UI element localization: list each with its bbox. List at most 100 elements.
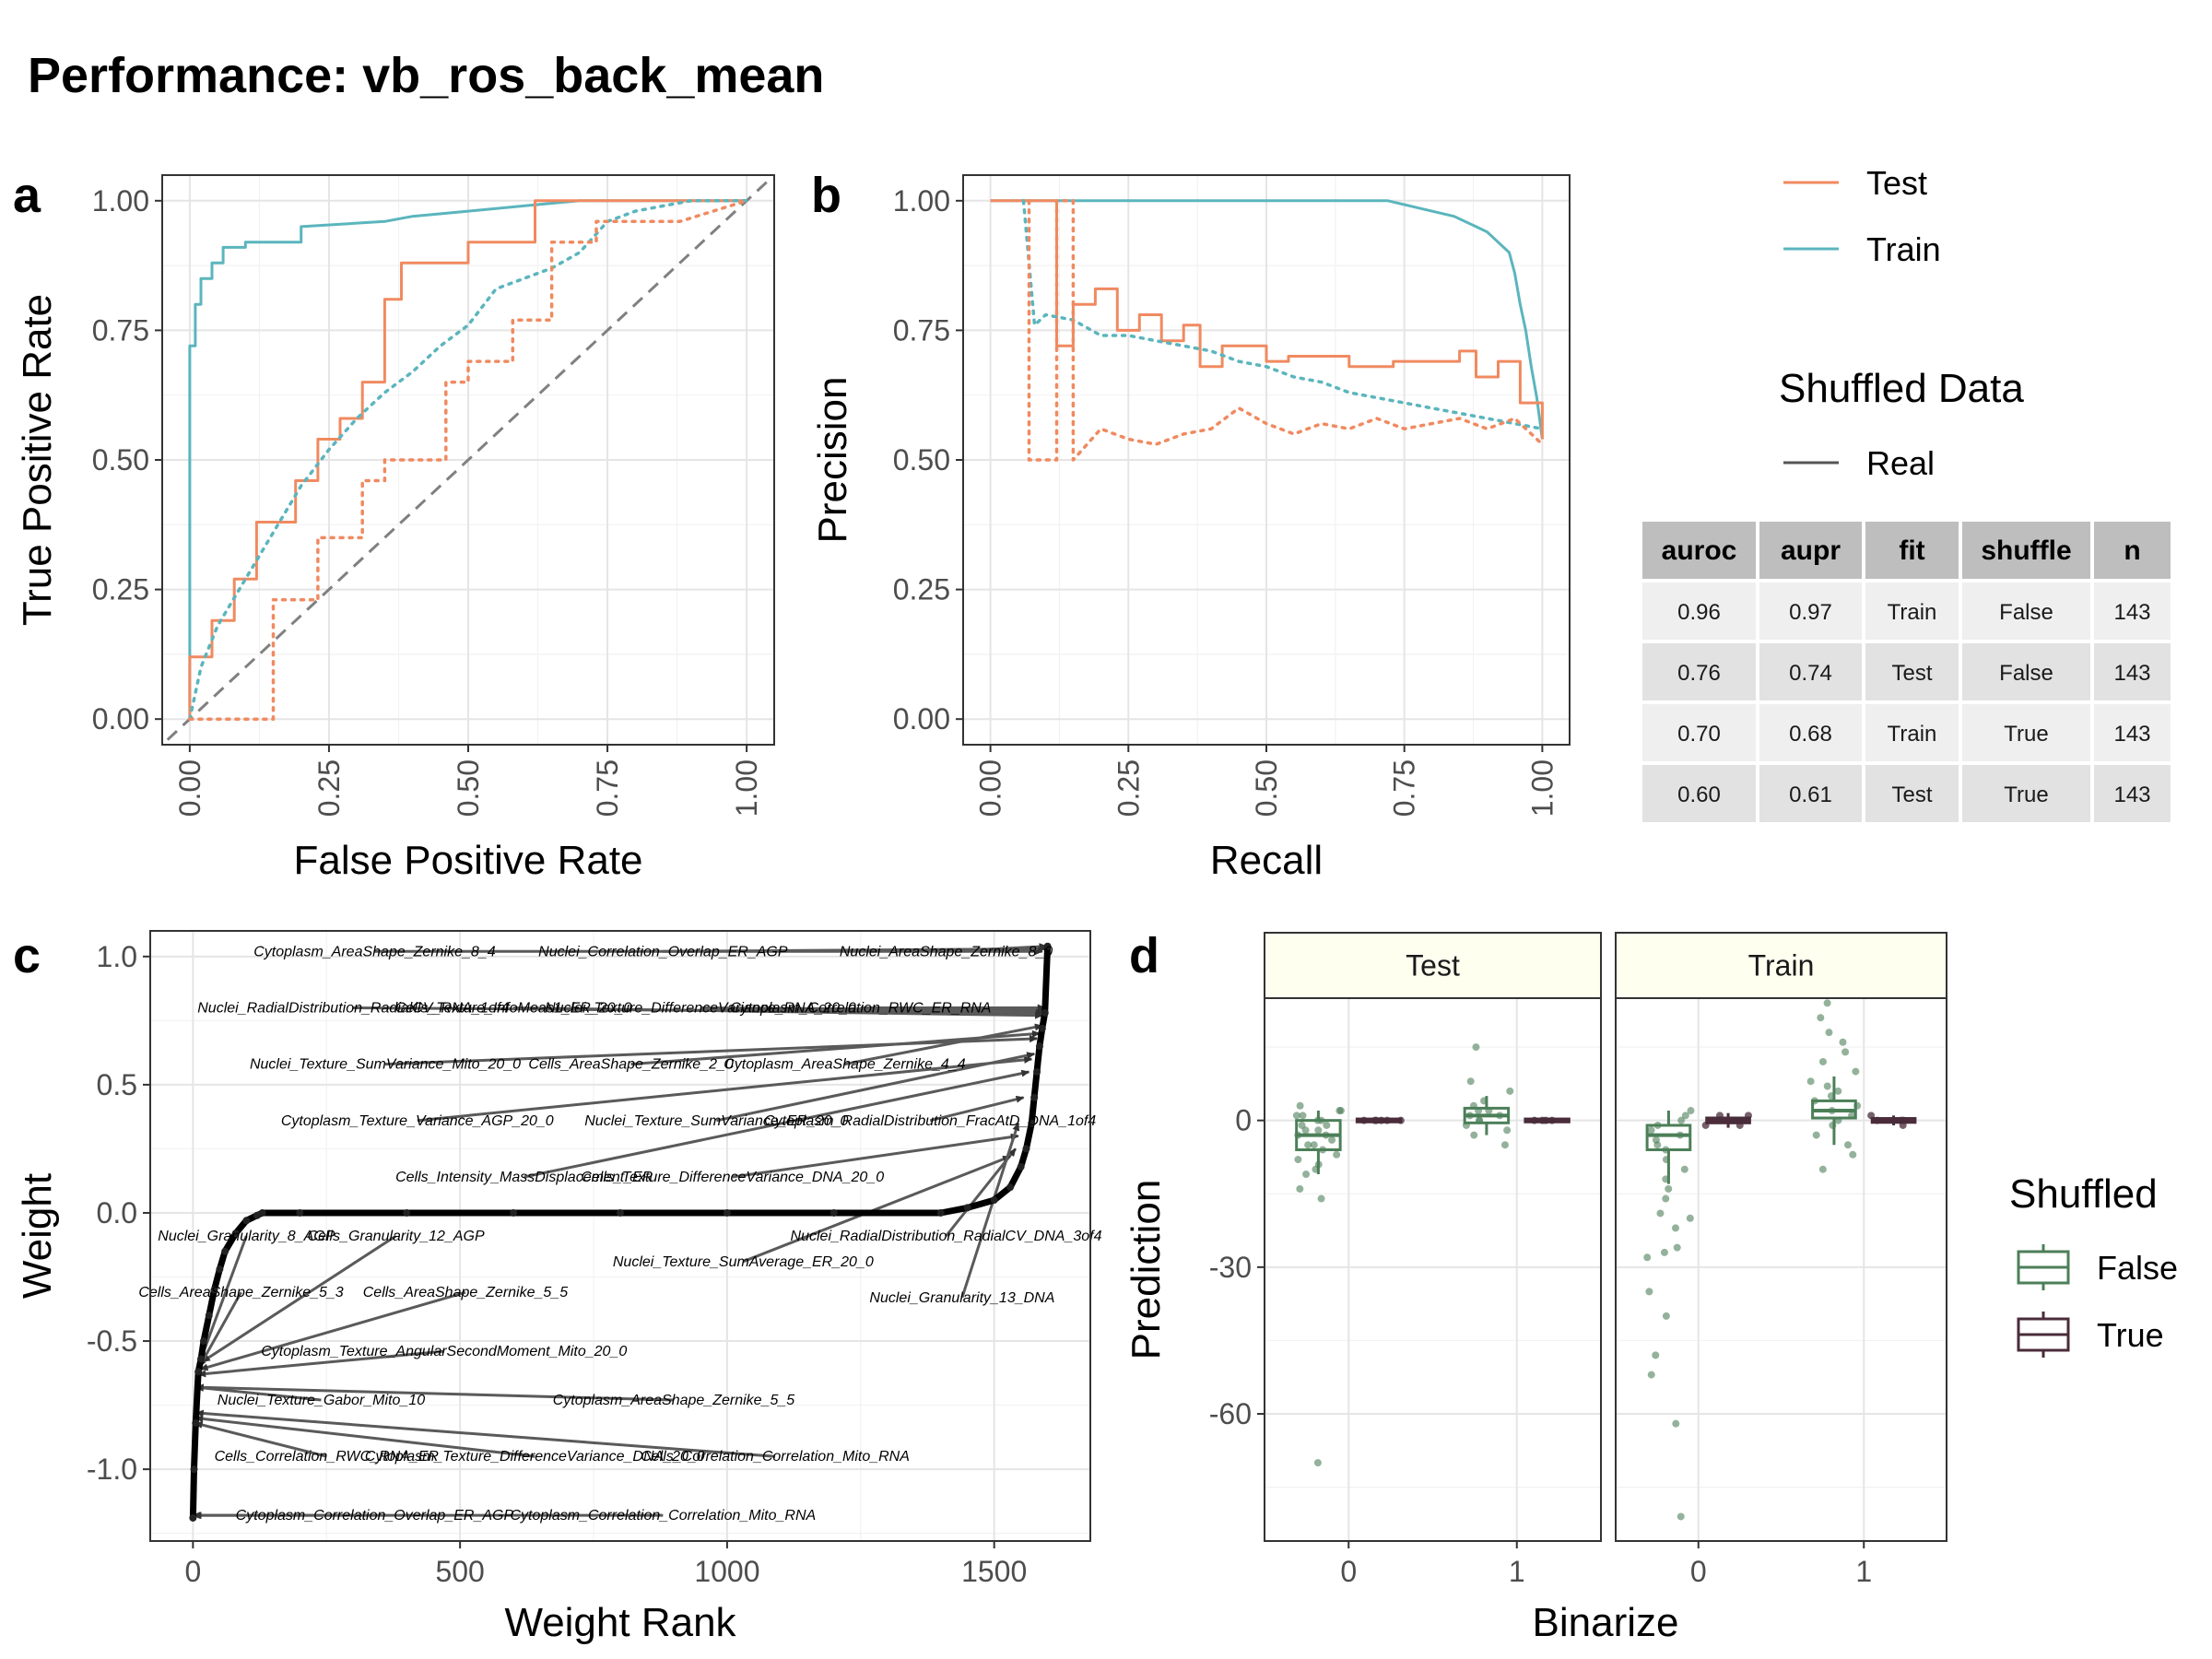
table-header-cell-0 [1642,522,1756,579]
jitter-point [1873,1116,1881,1124]
y-tick-label-2: 0 [1235,1104,1252,1137]
jitter-point [1652,1135,1660,1144]
weight-point [1006,1183,1015,1192]
feature-label: Cells_Intensity_MassDisplacement_ER [395,1170,653,1185]
table-header-auroc: auroc [1662,535,1737,566]
weight-point [258,1208,266,1217]
weight-point [199,1337,207,1346]
feature-label: Cells_Granularity_12_AGP [308,1229,485,1244]
weight-point [197,1355,206,1363]
annotation-arrow-21 [960,1122,1020,1299]
box-test-1-false [1462,1043,1514,1149]
y-tick-label-1: -30 [1209,1251,1252,1284]
y-axis-title: True Positive Rate [15,294,60,626]
jitter-point [1827,1092,1835,1100]
panel-border [962,174,1571,746]
jitter-point [1653,1121,1662,1129]
table-cell: 0.97 [1789,600,1832,625]
weight-point [190,1465,198,1474]
y-tick-label-3: 0.75 [893,313,950,347]
plot-background [1265,998,1601,1541]
jitter-point [1817,1014,1825,1022]
jitter-point [1503,1126,1512,1135]
series-train-shuffled [1021,199,1545,431]
jitter-point [1726,1116,1735,1124]
x-tick-label-2: 0.50 [1250,759,1283,817]
annotation-arrow-26 [194,1415,535,1458]
weight-point [296,1208,304,1217]
feature-label: Nuclei_Texture_SumVariance_ER_20_0 [584,1113,848,1129]
weight-point [1028,1119,1036,1127]
table-cell: 0.74 [1789,661,1832,686]
weight-point [192,1419,200,1428]
feature-label: Nuclei_RadialDistribution_RadialCV_DNA_3… [791,1229,1102,1244]
weight-point [403,1208,411,1217]
weight-point [216,1265,224,1274]
table-cell-bg [1962,765,2090,822]
series-test-shuffled [1027,199,1545,462]
panel-border [149,930,1091,1542]
panel-letter-b: b [811,168,841,223]
table-cell-bg [1642,582,1756,640]
x-tick-label-4: 1.00 [1525,759,1559,817]
weight-point [936,1208,945,1217]
y-tick-label-0: -60 [1209,1397,1252,1430]
y-tick-label-1: 0.25 [893,573,950,606]
weight-point [1035,1042,1043,1051]
jitter-point [1676,1131,1684,1139]
facet-strip [1615,932,1947,999]
table-cell-bg [1865,704,1959,761]
weight-point [1038,1024,1046,1032]
table-cell: 143 [2113,782,2150,807]
jitter-point [1812,1131,1820,1139]
roc-panel: 0.00 0.25 0.50 0.75 1.00 0.00 0.25 0.50 0.75 1.00… [15,174,775,883]
y-tick-label-4: 1.00 [92,184,149,218]
y-tick-label-0: 0.00 [893,702,950,735]
panel-letter-c: c [13,928,41,983]
plot-background [1616,998,1947,1541]
weight-point [830,1208,838,1217]
panel-letter-d: d [1129,928,1159,983]
facet-train: 0 1 Train [1615,932,1947,1588]
jitter-point [1296,1184,1304,1193]
table-cell-bg [1962,643,2090,700]
annotation-arrow-27 [194,1409,776,1458]
y-tick-label-1: -0.5 [87,1324,137,1358]
y-tick-label-3: 0.5 [97,1068,137,1101]
jitter-point [1687,1107,1695,1115]
jitter-point [1466,1077,1475,1086]
y-tick-label-0: -1.0 [87,1453,137,1486]
jitter-point [1506,1087,1514,1095]
annotation-arrow-22 [197,1349,444,1378]
series-train [188,199,747,720]
feature-label: Nuclei_Texture_SumVariance_Mito_20_0 [250,1057,521,1073]
feature-label: Cells_Texture_InfoMeas1_ER_20_0 [395,1000,632,1016]
table-cell-bg [2094,643,2171,700]
jitter-point [1317,1194,1325,1203]
jitter-point [1377,1116,1385,1124]
y-tick-label-4: 1.0 [97,940,137,973]
weight-point [205,1312,213,1320]
jitter-point [1849,1150,1857,1159]
jitter-point [1547,1116,1556,1124]
jitter-point [1469,1101,1477,1110]
facet-test: -60 -30 0 0 1 Test [1209,932,1602,1588]
legend-real-label: Real [1866,444,1935,482]
weight-point [189,1513,197,1522]
annotation-arrow-9 [844,1023,1043,1066]
box-train-0-true [1701,1112,1752,1129]
box-test-0-true [1355,1116,1405,1124]
x-tick-label-3: 0.75 [1388,759,1421,817]
jitter-point [1662,1175,1670,1183]
plot-background [150,931,1090,1541]
jitter-point [1475,1107,1483,1115]
jitter-point [1359,1116,1368,1124]
annotation-arrow-18 [742,1155,1011,1264]
table-cell: Test [1891,782,1932,807]
legend-false-label: False [2097,1249,2178,1287]
table-cell: 0.61 [1789,782,1832,807]
x-tick-label-1: 1 [1855,1555,1872,1588]
annotation-arrow-13 [524,1069,1030,1179]
table-cell-bg [1642,704,1756,761]
table-header-cell-3 [1962,522,2090,579]
